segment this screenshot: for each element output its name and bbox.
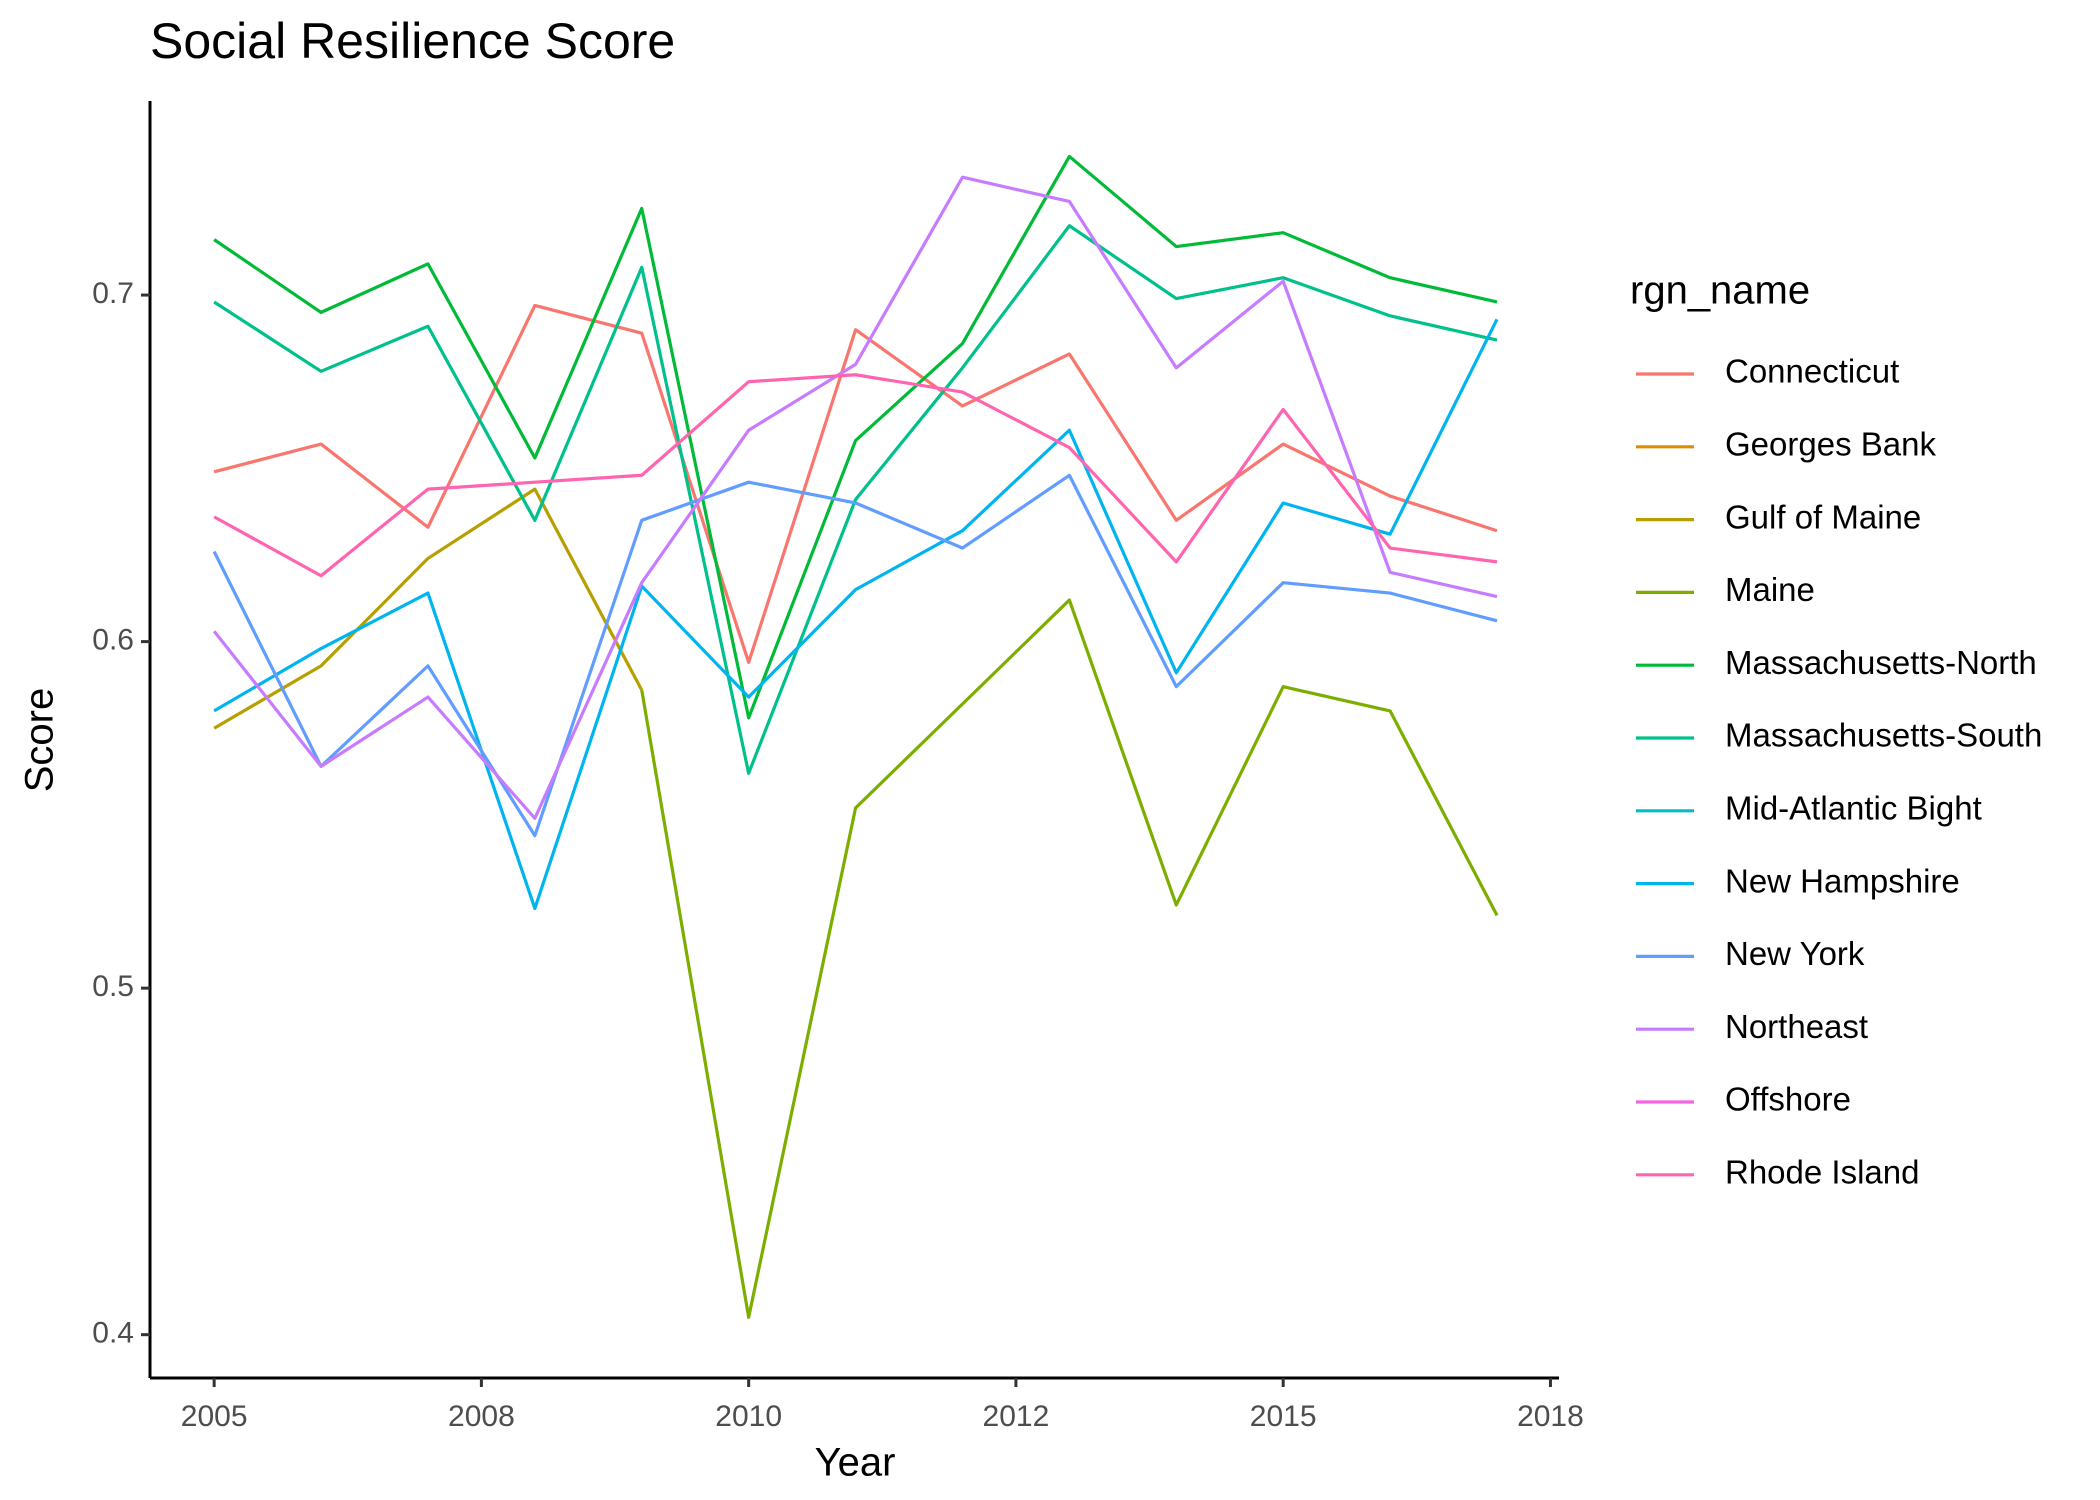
series-line bbox=[213, 373, 1498, 578]
legend-label: Maine bbox=[1725, 571, 1815, 608]
series-line bbox=[213, 303, 1498, 664]
series-line bbox=[213, 224, 1498, 775]
x-tick-label: 2012 bbox=[983, 1400, 1050, 1433]
x-tick-label: 2015 bbox=[1250, 1400, 1317, 1433]
legend-label: Mid-Atlantic Bight bbox=[1725, 790, 1982, 827]
x-tick-label: 2010 bbox=[715, 1400, 782, 1433]
series-line bbox=[640, 598, 1499, 1319]
y-axis-label: Score bbox=[18, 688, 62, 793]
legend-label: New Hampshire bbox=[1725, 862, 1960, 899]
legend-label: Gulf of Maine bbox=[1725, 498, 1921, 535]
legend-label: Rhode Island bbox=[1725, 1154, 1919, 1191]
legend-label: Offshore bbox=[1725, 1081, 1851, 1118]
y-tick-label: 0.7 bbox=[92, 277, 134, 310]
series-line bbox=[212, 473, 1498, 838]
legend-label: New York bbox=[1725, 935, 1865, 972]
legend-label: Northeast bbox=[1725, 1008, 1868, 1045]
y-tick-label: 0.4 bbox=[92, 1317, 134, 1350]
series-line bbox=[213, 487, 644, 730]
legend-title: rgn_name bbox=[1630, 269, 1810, 313]
legend-label: Massachusetts-South bbox=[1725, 717, 2042, 754]
x-tick-label: 2008 bbox=[448, 1400, 515, 1433]
y-tick-label: 0.5 bbox=[92, 970, 134, 1003]
legend-label: Massachusetts-North bbox=[1725, 644, 2037, 681]
series-line bbox=[212, 175, 1498, 820]
x-tick-label: 2018 bbox=[1517, 1400, 1584, 1433]
chart-title: Social Resilience Score bbox=[150, 13, 675, 69]
x-axis-label: Year bbox=[815, 1441, 896, 1485]
legend-label: Connecticut bbox=[1725, 353, 1899, 390]
series-line bbox=[213, 154, 1498, 720]
legend-label: Georges Bank bbox=[1725, 426, 1936, 463]
y-tick-label: 0.6 bbox=[92, 624, 134, 657]
x-tick-label: 2005 bbox=[181, 1400, 248, 1433]
series-line bbox=[213, 318, 1499, 911]
